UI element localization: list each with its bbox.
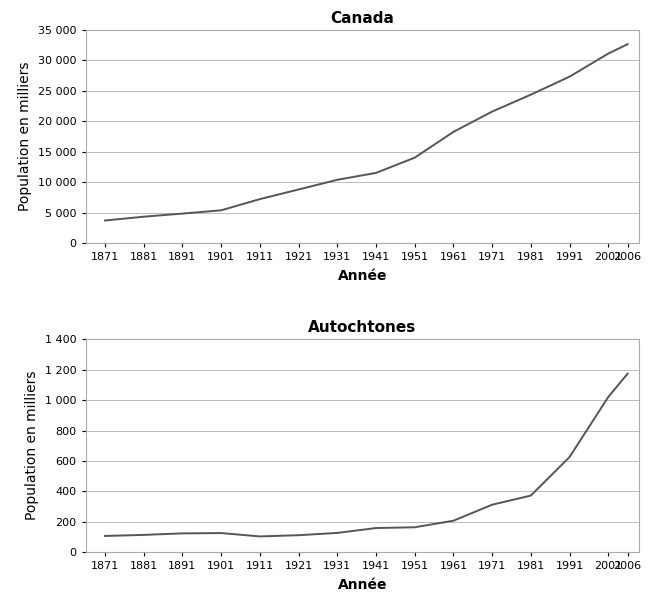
Y-axis label: Population en milliers: Population en milliers bbox=[26, 371, 40, 520]
Y-axis label: Population en milliers: Population en milliers bbox=[18, 62, 32, 211]
X-axis label: Année: Année bbox=[337, 269, 387, 283]
X-axis label: Année: Année bbox=[337, 579, 387, 592]
Title: Autochtones: Autochtones bbox=[308, 320, 416, 335]
Title: Canada: Canada bbox=[331, 11, 394, 26]
